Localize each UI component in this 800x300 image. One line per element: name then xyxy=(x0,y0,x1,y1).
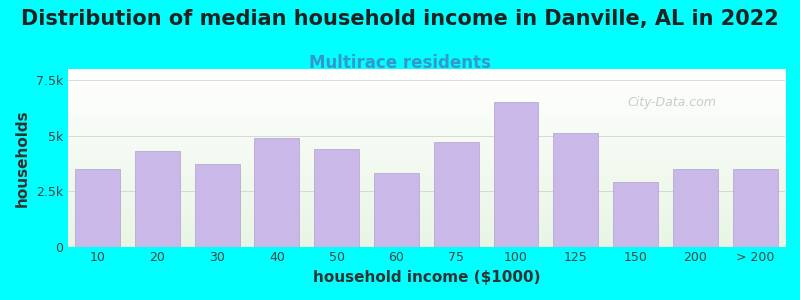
Bar xyxy=(374,173,419,247)
Bar xyxy=(314,149,359,247)
Bar xyxy=(434,142,478,247)
Bar xyxy=(733,169,778,247)
Bar xyxy=(135,151,180,247)
Text: City-Data.com: City-Data.com xyxy=(627,96,716,109)
Bar xyxy=(254,138,299,247)
Text: Multirace residents: Multirace residents xyxy=(309,54,491,72)
Bar xyxy=(554,134,598,247)
Bar xyxy=(673,169,718,247)
X-axis label: household income ($1000): household income ($1000) xyxy=(313,270,540,285)
Bar xyxy=(613,182,658,247)
Bar xyxy=(75,169,120,247)
Y-axis label: households: households xyxy=(15,109,30,207)
Bar xyxy=(494,102,538,247)
Text: Distribution of median household income in Danville, AL in 2022: Distribution of median household income … xyxy=(21,9,779,29)
Bar xyxy=(194,164,239,247)
